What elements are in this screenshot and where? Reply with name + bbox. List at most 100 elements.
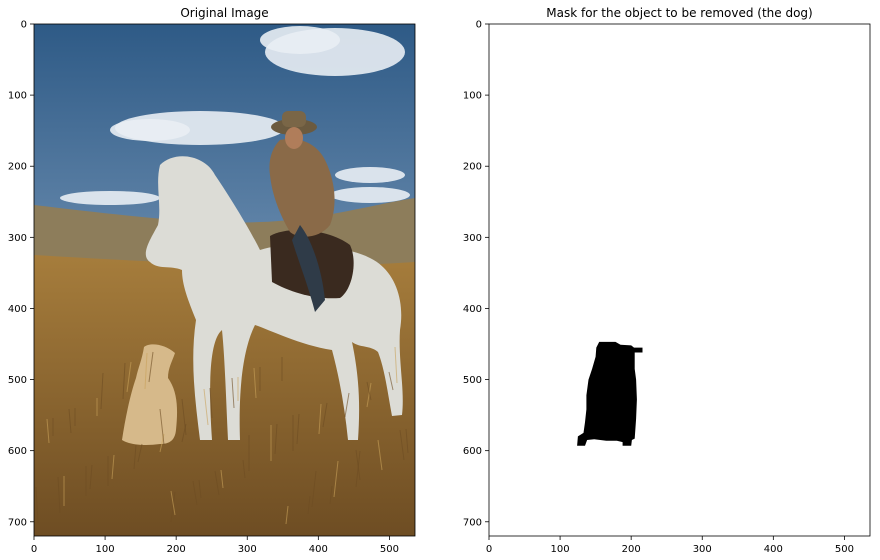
grass-blade xyxy=(355,449,361,481)
mask-x-tick: 200 xyxy=(622,536,641,555)
grass-blade xyxy=(405,428,409,454)
original-x-tick-label: 0 xyxy=(31,544,37,555)
mask-y-tick-label: 300 xyxy=(463,233,482,244)
original-x-tick-label: 400 xyxy=(309,544,328,555)
panel-mask-title: Mask for the object to be removed (the d… xyxy=(546,6,812,20)
mask-x-tick: 100 xyxy=(551,536,570,555)
cloud xyxy=(110,119,190,141)
panel-mask: Mask for the object to be removed (the d… xyxy=(463,6,871,556)
clouds xyxy=(60,26,410,205)
original-y-tick: 200 xyxy=(8,162,34,173)
original-y-tick: 300 xyxy=(8,233,34,244)
panel-original-axes: 0 100 200 300 400 500 0 100 200 300 400 500 600 700 xyxy=(8,20,399,556)
original-x-tick: 500 xyxy=(380,536,399,555)
panel-original-title: Original Image xyxy=(180,6,268,20)
mask-y-tick: 300 xyxy=(463,233,489,244)
grass-blade xyxy=(181,398,187,436)
grass-blade xyxy=(35,486,39,524)
grass-blade xyxy=(355,450,361,488)
original-x-tick: 100 xyxy=(96,536,115,555)
grass-blade xyxy=(318,403,322,435)
grass-blade xyxy=(214,470,220,496)
mask-x-tick-label: 400 xyxy=(764,544,783,555)
grass-blade xyxy=(144,352,148,390)
grass-blade xyxy=(285,505,289,525)
grass-blade xyxy=(366,382,372,408)
grass-blade xyxy=(377,439,383,471)
grass-blade xyxy=(388,371,394,391)
mask-y-tick-label: 100 xyxy=(463,91,482,102)
grass-blade xyxy=(333,460,339,498)
grass-blade xyxy=(209,387,213,419)
grass-blade xyxy=(399,429,405,461)
original-x-tick: 300 xyxy=(238,536,257,555)
dog xyxy=(122,344,178,445)
original-x-tick: 0 xyxy=(31,536,37,555)
mask-x-tick: 300 xyxy=(693,536,712,555)
horse xyxy=(145,156,403,441)
grass-blade xyxy=(122,362,126,400)
grass-blade xyxy=(170,490,176,516)
mask-x-tick-label: 500 xyxy=(835,544,854,555)
original-y-tick-label: 400 xyxy=(8,304,27,315)
grass-streaks xyxy=(34,346,409,525)
grass-blade xyxy=(170,491,176,523)
grass-blade xyxy=(366,381,372,401)
mask-x-tick: 0 xyxy=(486,536,492,555)
original-y-tick: 600 xyxy=(8,446,34,457)
cloud xyxy=(335,167,405,183)
cloud xyxy=(330,187,410,203)
grass-blade xyxy=(111,454,115,480)
original-x-tick-label: 100 xyxy=(96,544,115,555)
mask-y-tick-label: 600 xyxy=(463,446,482,457)
grass-blade xyxy=(89,464,93,490)
original-y-tick-label: 100 xyxy=(8,91,27,102)
horse-body xyxy=(145,156,403,441)
grass-blade xyxy=(68,408,72,434)
original-x-tick-label: 300 xyxy=(238,544,257,555)
original-x-tick-label: 500 xyxy=(380,544,399,555)
original-y-tick-label: 700 xyxy=(8,517,27,528)
panel-mask-axes: 0 100 200 300 400 500 0 100 200 300 400 500 600 700 xyxy=(463,20,854,556)
grass-blade xyxy=(311,470,317,508)
dog-mask xyxy=(577,341,643,446)
mask-y-tick: 600 xyxy=(463,446,489,457)
rider-leg xyxy=(292,225,325,312)
grass-blade xyxy=(231,377,235,409)
original-x-tick-label: 200 xyxy=(167,544,186,555)
mask-x-tick: 500 xyxy=(835,536,854,555)
mask-y-tick: 700 xyxy=(463,517,489,528)
mask-y-tick: 400 xyxy=(463,304,489,315)
rider-face xyxy=(285,127,303,149)
cloud xyxy=(260,26,340,54)
grass-blade xyxy=(329,485,333,505)
original-y-tick-label: 200 xyxy=(8,162,27,173)
original-y-tick: 700 xyxy=(8,517,34,528)
mask-y-tick-label: 400 xyxy=(463,304,482,315)
grass-blade xyxy=(253,367,257,399)
mask-y-tick: 200 xyxy=(463,162,489,173)
mask-y-tick-label: 700 xyxy=(463,517,482,528)
mask-y-tick: 500 xyxy=(463,375,489,386)
grass-blade xyxy=(296,413,300,445)
grass-blade xyxy=(34,377,35,380)
grass-blade xyxy=(274,423,278,455)
grass-blade xyxy=(220,469,224,489)
panel-original: Original Image xyxy=(8,6,416,556)
original-y-tick-label: 500 xyxy=(8,375,27,386)
grass-blade xyxy=(307,495,311,515)
grass-blade xyxy=(394,346,398,384)
grass-blade xyxy=(322,402,328,428)
grass-blade xyxy=(242,459,246,479)
grass-blade xyxy=(159,408,165,446)
hat-crown xyxy=(282,111,306,127)
original-y-tick: 100 xyxy=(8,91,34,102)
grass-blade xyxy=(46,418,50,444)
grass-blade xyxy=(57,476,61,514)
original-x-tick: 400 xyxy=(309,536,328,555)
original-y-tick: 0 xyxy=(21,20,34,31)
mask-x-tick: 400 xyxy=(764,536,783,555)
grass-blade xyxy=(100,372,104,410)
mask-y-tick-label: 500 xyxy=(463,375,482,386)
